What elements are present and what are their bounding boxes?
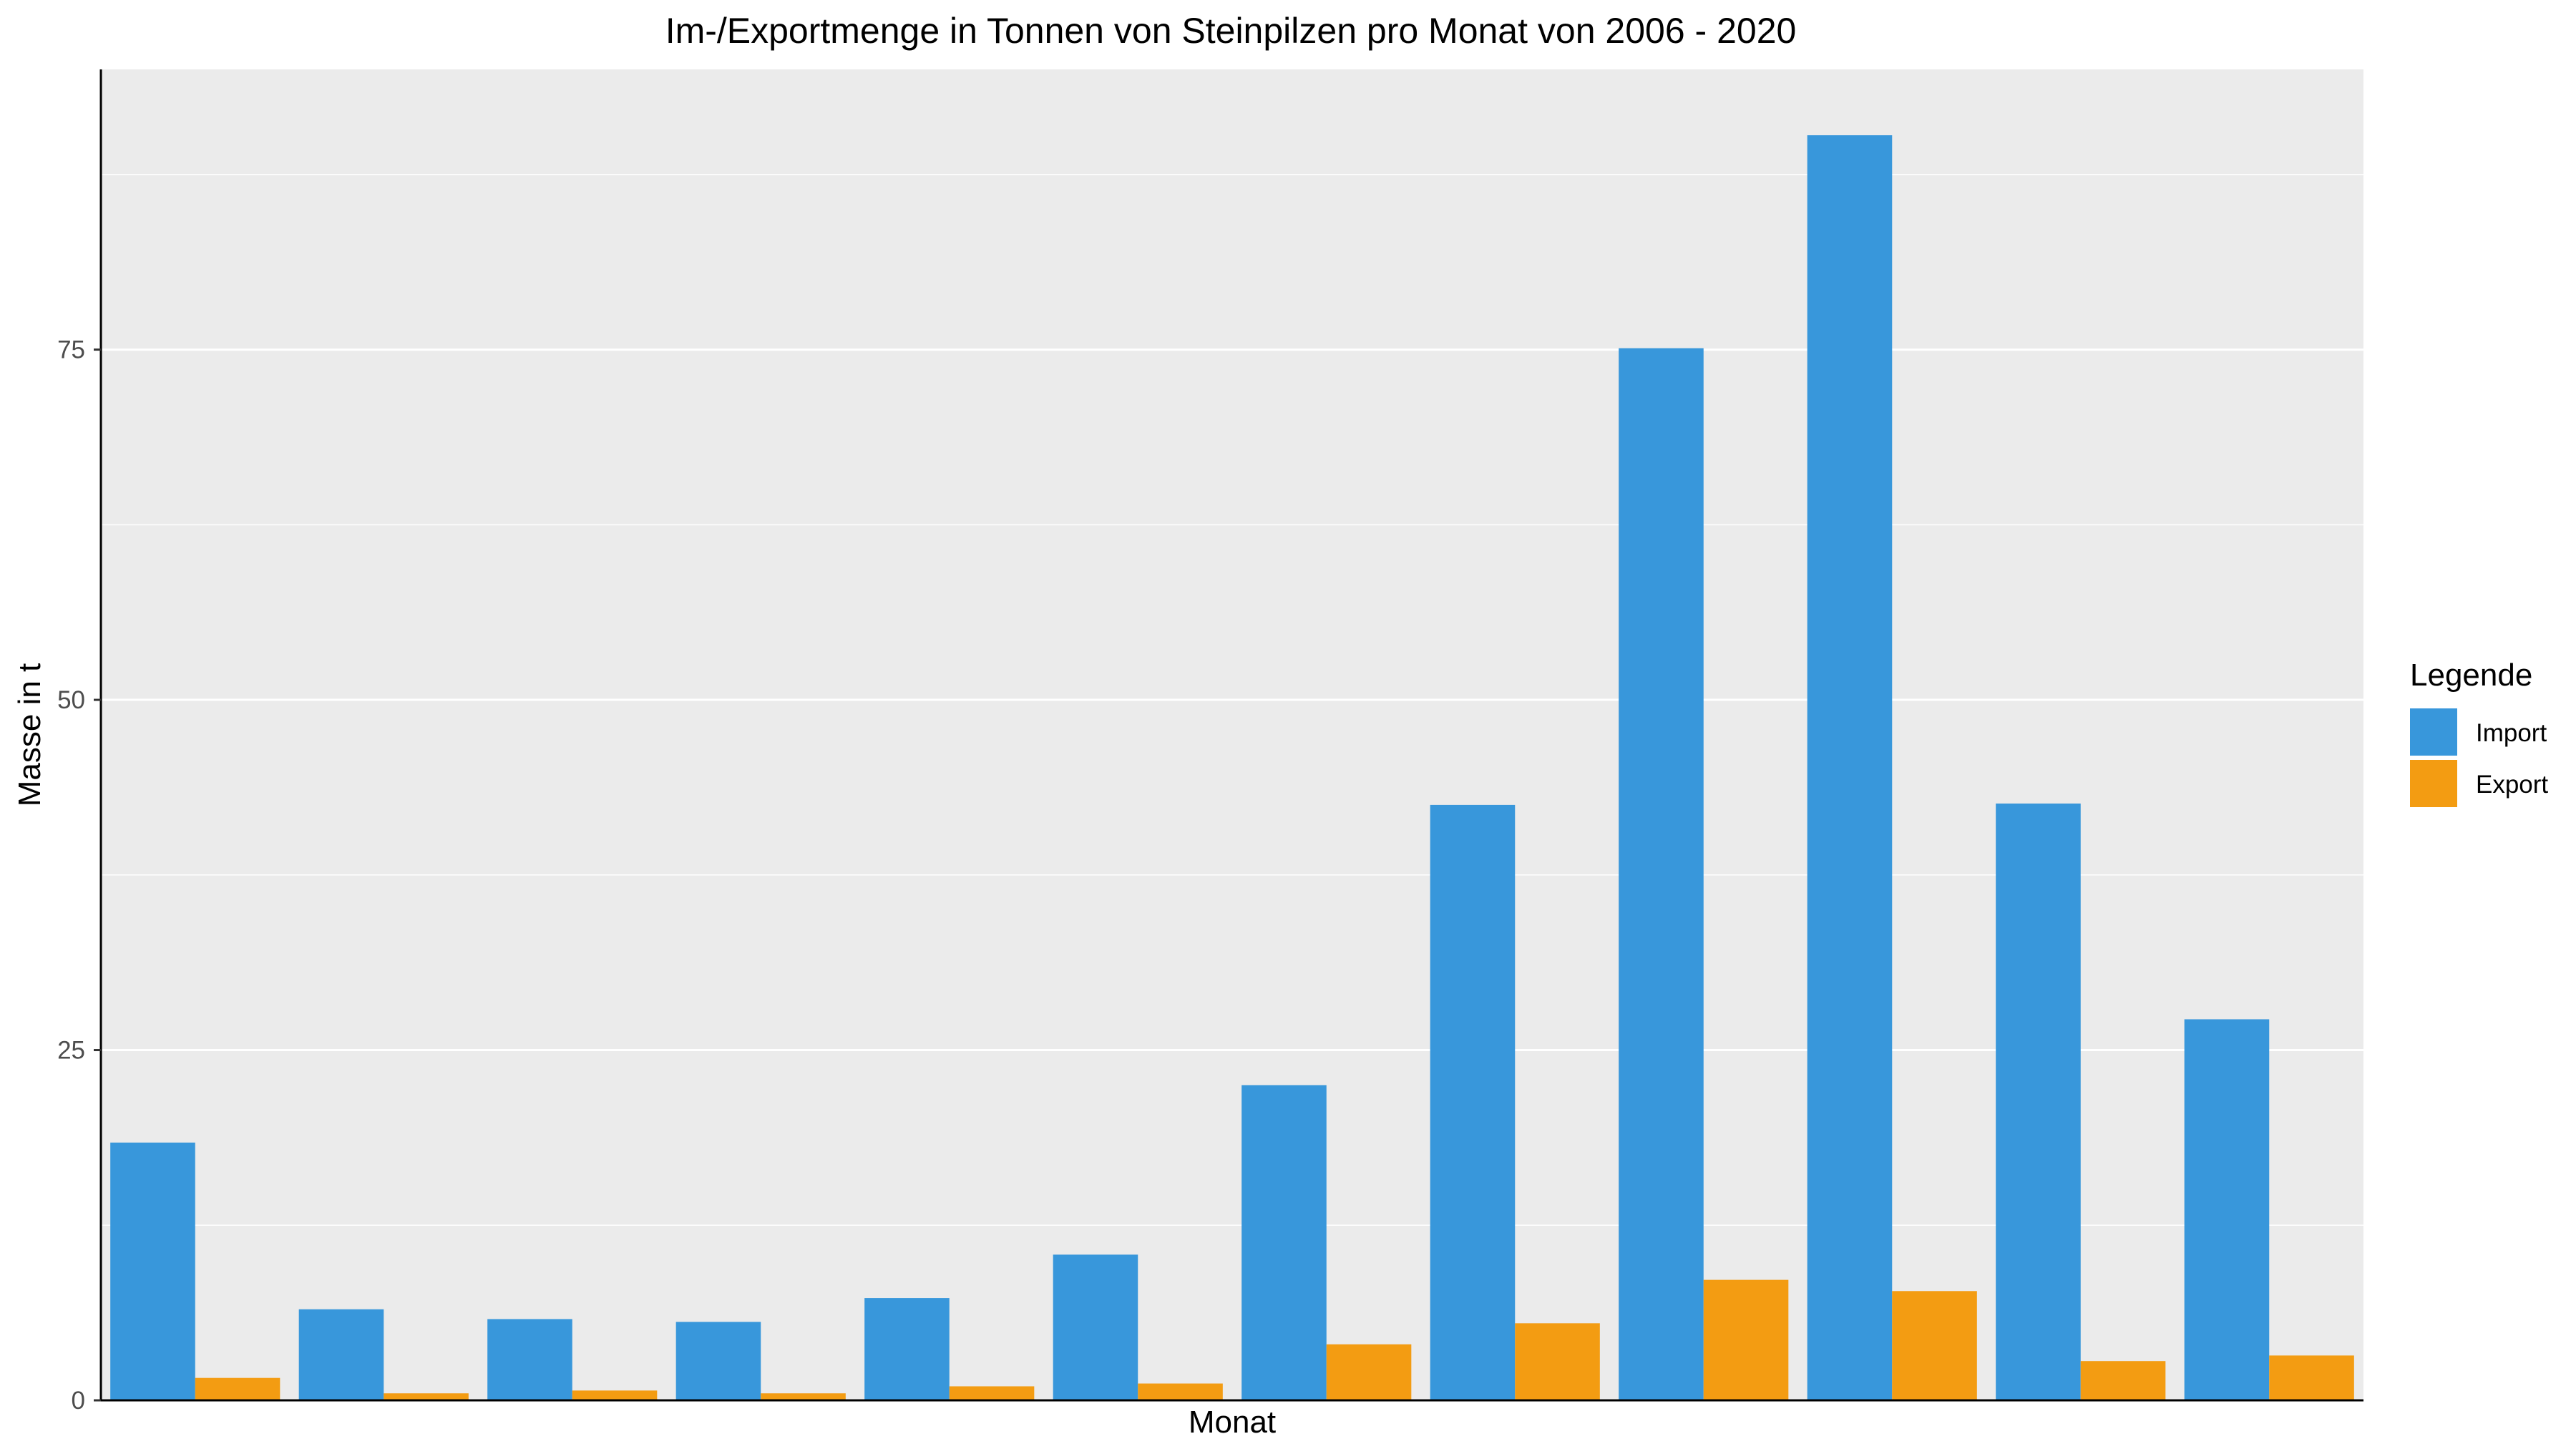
bar-import xyxy=(675,1322,761,1400)
y-tick-label: 0 xyxy=(72,1387,85,1415)
bar-export xyxy=(2080,1361,2166,1400)
bar-export xyxy=(949,1386,1035,1400)
y-tick-label: 25 xyxy=(57,1037,85,1065)
legend-key-export xyxy=(2410,760,2457,807)
bar-import xyxy=(1430,804,1516,1400)
bar-export xyxy=(761,1393,846,1400)
bar-import xyxy=(1996,803,2081,1400)
x-axis-label: Monat xyxy=(1189,1405,1276,1440)
legend-label-import: Import xyxy=(2476,719,2547,747)
plot-panel xyxy=(101,69,2363,1400)
bar-export xyxy=(572,1390,658,1400)
minor-gridlines xyxy=(101,174,2363,1226)
bar-export xyxy=(2269,1355,2354,1400)
bar-import xyxy=(1241,1085,1327,1400)
bar-import xyxy=(1807,135,1893,1401)
bar-export xyxy=(195,1377,280,1400)
legend-key-import xyxy=(2410,708,2457,756)
bar-export xyxy=(1892,1291,1977,1400)
legend: Legende Import Export xyxy=(2410,658,2548,807)
y-tick-label: 75 xyxy=(57,336,85,364)
chart-title: Im-/Exportmenge in Tonnen von Steinpilze… xyxy=(665,11,1797,51)
bar-import xyxy=(1053,1254,1138,1400)
bar-export xyxy=(1138,1383,1223,1400)
legend-title: Legende xyxy=(2410,658,2532,693)
bar-export xyxy=(1515,1323,1600,1400)
bar-import xyxy=(298,1309,384,1400)
major-gridlines xyxy=(101,348,2363,1052)
y-axis-label: Masse in t xyxy=(12,663,47,807)
bar-import xyxy=(864,1298,950,1400)
bar-import xyxy=(2184,1019,2270,1400)
bar-import xyxy=(487,1319,572,1400)
bars xyxy=(110,135,2354,1401)
bar-import xyxy=(1619,348,1704,1400)
bar-import xyxy=(110,1142,195,1400)
bar-export xyxy=(384,1393,469,1400)
bar-export xyxy=(1326,1344,1412,1400)
bar-export xyxy=(1703,1279,1789,1400)
legend-label-export: Export xyxy=(2476,771,2548,799)
y-tick-label: 50 xyxy=(57,686,85,714)
y-ticks: 0 25 50 75 xyxy=(57,336,101,1415)
